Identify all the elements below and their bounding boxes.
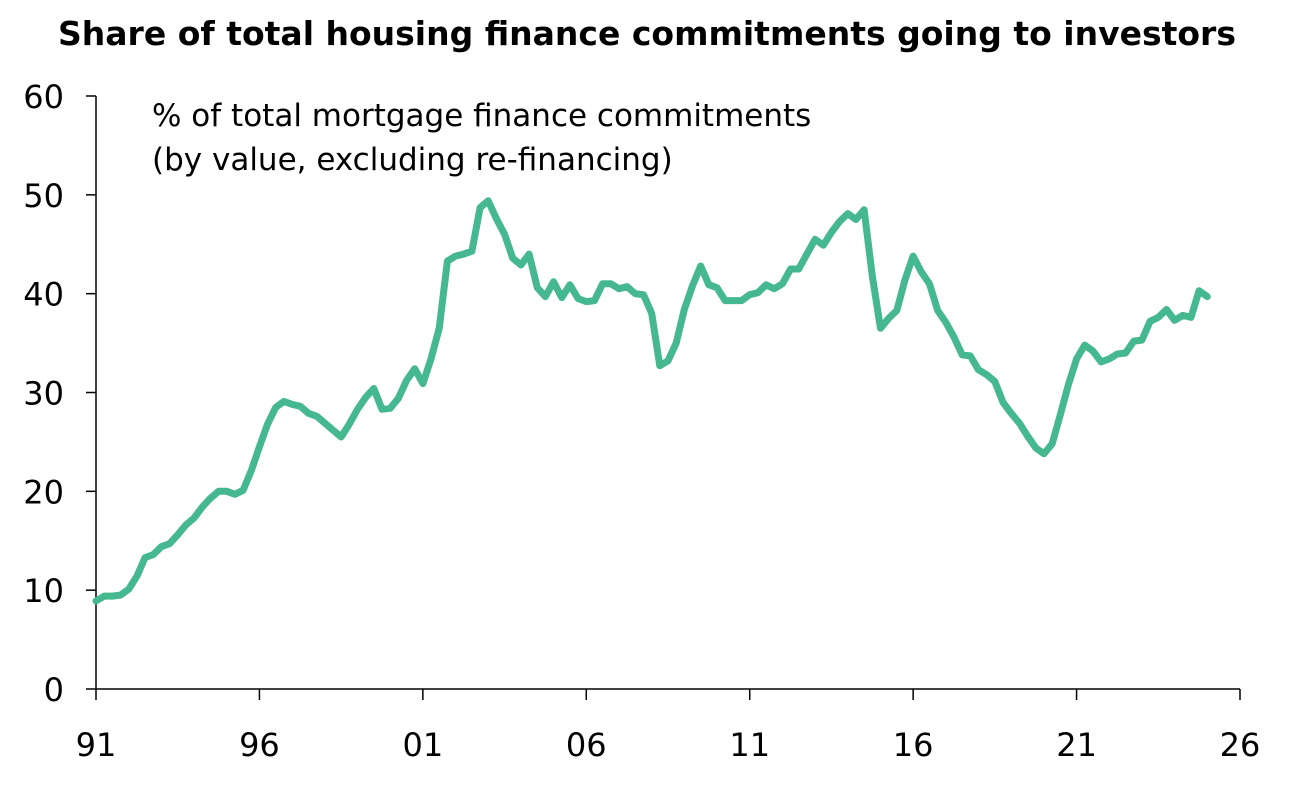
chart-subtitle-line-2: (by value, excluding re-financing): [152, 142, 673, 178]
y-tick-label: 0: [44, 671, 64, 709]
x-tick-label: 21: [1056, 726, 1097, 764]
x-tick-label: 96: [239, 726, 280, 764]
x-axis-ticks: 91 96 01 06 11 16 21 26: [76, 689, 1261, 764]
chart-subtitle-line-1: % of total mortgage finance commitments: [152, 98, 811, 134]
y-tick-label: 60: [23, 78, 64, 116]
y-axis-ticks: 0 10 20 30 40 50 60: [23, 78, 96, 709]
x-tick-label: 06: [566, 726, 607, 764]
x-tick-label: 91: [76, 726, 117, 764]
y-tick-label: 50: [23, 177, 64, 215]
y-tick-label: 40: [23, 276, 64, 314]
x-tick-label: 11: [729, 726, 770, 764]
chart-title: Share of total housing finance commitmen…: [58, 14, 1236, 53]
series-line: [92, 197, 1211, 605]
x-tick-label: 01: [402, 726, 443, 764]
series-layer: [92, 197, 1211, 605]
x-tick-label: 26: [1220, 726, 1261, 764]
x-tick-label: 16: [893, 726, 934, 764]
y-tick-label: 10: [23, 572, 64, 610]
y-tick-label: 20: [23, 473, 64, 511]
y-tick-label: 30: [23, 375, 64, 413]
